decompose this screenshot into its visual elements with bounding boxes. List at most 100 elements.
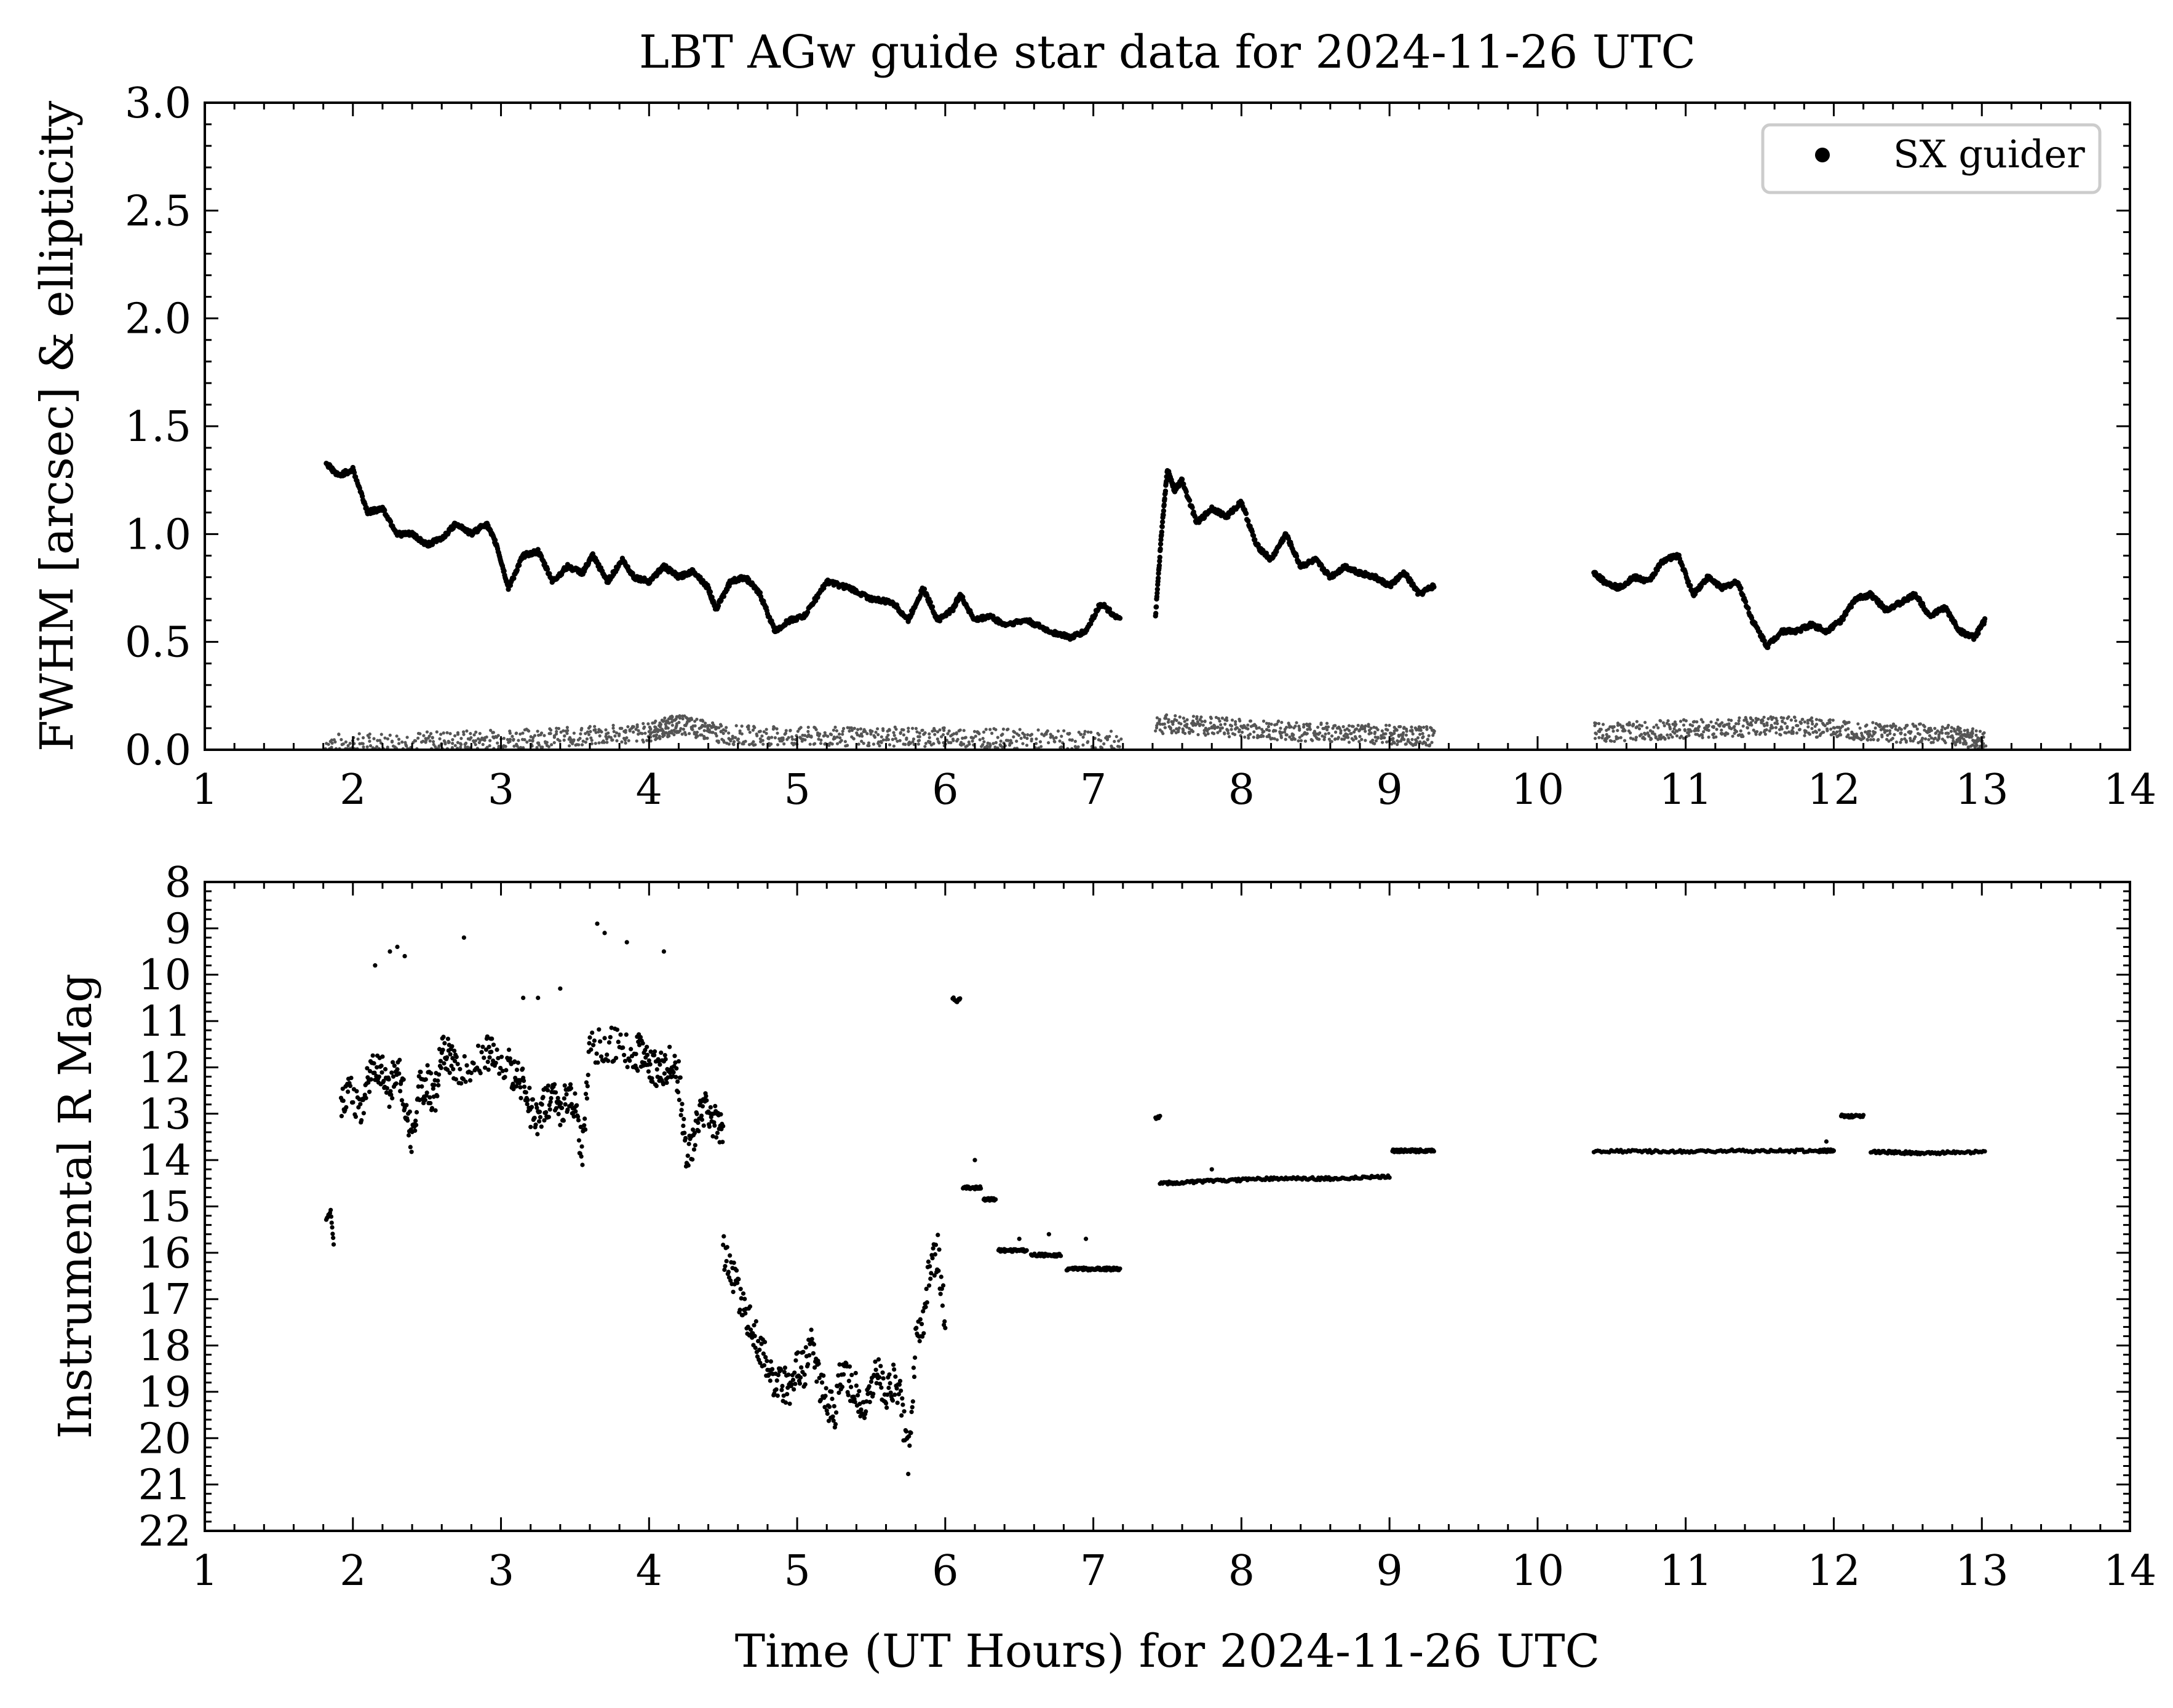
ellipticity-point <box>747 728 750 731</box>
top-x-tick-label: 1 <box>191 766 218 814</box>
ellipticity-point <box>1759 731 1763 734</box>
ellipticity-point <box>1360 737 1364 741</box>
ellipticity-point <box>1426 738 1429 742</box>
ellipticity-point <box>1594 732 1598 736</box>
figure-title: LBT AGw guide star data for 2024-11-26 U… <box>639 26 1696 79</box>
mag-point <box>379 1070 384 1075</box>
mag-point <box>532 1115 537 1121</box>
fwhm-point <box>511 575 517 581</box>
mag-point <box>435 1094 440 1098</box>
ellipticity-point <box>1182 717 1186 720</box>
ellipticity-point <box>1732 725 1736 729</box>
ellipticity-point <box>1621 725 1625 728</box>
ellipticity-point <box>1415 739 1418 743</box>
ellipticity-point <box>721 731 725 735</box>
ellipticity-point <box>1929 729 1933 733</box>
ellipticity-point <box>1077 730 1081 734</box>
ellipticity-point <box>773 736 777 740</box>
fwhm-point <box>544 566 550 572</box>
ellipticity-point <box>814 728 818 731</box>
fwhm-point <box>501 568 507 574</box>
fwhm-point <box>1154 586 1161 592</box>
ellipticity-point <box>1384 740 1389 744</box>
ellipticity-point <box>904 742 907 746</box>
ellipticity-point <box>464 741 468 745</box>
ellipticity-point <box>1737 721 1741 726</box>
ellipticity-point <box>967 742 971 746</box>
ellipticity-point <box>1984 744 1988 748</box>
ellipticity-point <box>1161 732 1165 736</box>
ellipticity-point <box>330 745 333 749</box>
ellipticity-point <box>462 733 466 736</box>
ellipticity-point <box>838 740 842 744</box>
ellipticity-point <box>646 722 650 726</box>
ellipticity-point <box>611 723 615 727</box>
ellipticity-point <box>956 737 959 741</box>
ellipticity-point <box>1798 728 1802 731</box>
ellipticity-point <box>1428 743 1432 747</box>
ellipticity-point <box>1616 729 1619 733</box>
ellipticity-point <box>841 733 844 736</box>
ellipticity-point <box>1712 726 1715 729</box>
mag-point <box>634 1052 638 1057</box>
top-x-tick-label: 14 <box>2103 766 2157 814</box>
mag-point <box>629 1047 634 1052</box>
ellipticity-point <box>1851 733 1856 736</box>
ellipticity-point <box>1697 725 1701 728</box>
ellipticity-point <box>661 729 665 733</box>
ellipticity-point <box>346 744 350 747</box>
ellipticity-point <box>817 737 820 741</box>
mag-point <box>582 1123 587 1128</box>
ellipticity-point <box>1399 725 1402 729</box>
ellipticity-point <box>782 742 786 746</box>
ellipticity-point <box>1696 733 1699 736</box>
ellipticity-point <box>1083 729 1087 733</box>
ellipticity-point <box>1238 719 1242 723</box>
ellipticity-point <box>1390 742 1394 746</box>
ellipticity-point <box>1781 719 1784 723</box>
fwhm-point <box>921 586 928 592</box>
mag-point <box>407 1109 412 1114</box>
ellipticity-point <box>1021 742 1025 745</box>
ellipticity-point <box>717 739 720 743</box>
ellipticity-point <box>1689 729 1693 733</box>
ellipticity-point <box>1262 729 1266 733</box>
ellipticity-point <box>1789 718 1793 722</box>
ellipticity-point <box>1220 717 1224 720</box>
ellipticity-point <box>787 736 790 739</box>
mag-point <box>584 1096 589 1101</box>
ellipticity-point <box>1631 737 1635 741</box>
ellipticity-point <box>765 728 768 731</box>
mag-point <box>555 1095 560 1100</box>
ellipticity-point <box>809 735 813 739</box>
ellipticity-point <box>1213 726 1217 730</box>
ellipticity-point <box>413 739 418 743</box>
mag-point <box>409 1150 414 1154</box>
ellipticity-point <box>1847 720 1851 725</box>
mag-point <box>454 1054 459 1060</box>
ellipticity-point <box>624 731 627 734</box>
ellipticity-point <box>450 745 454 750</box>
ellipticity-point <box>1600 736 1604 740</box>
mag-point <box>606 1040 612 1045</box>
ellipticity-point <box>1854 732 1858 736</box>
mag-point <box>576 1138 582 1143</box>
ellipticity-point <box>736 737 741 741</box>
ellipticity-point <box>1663 724 1666 728</box>
ellipticity-point <box>1374 739 1378 743</box>
fwhm-point <box>1159 519 1166 525</box>
ellipticity-point <box>1941 725 1944 729</box>
ellipticity-point <box>1803 734 1806 737</box>
ellipticity-point <box>459 737 463 741</box>
ellipticity-point <box>691 724 695 728</box>
ellipticity-point <box>1396 740 1400 744</box>
ellipticity-point <box>1763 724 1766 728</box>
mag-point <box>646 1058 651 1063</box>
mag-point <box>539 1124 544 1129</box>
ellipticity-point <box>1419 726 1423 729</box>
ellipticity-point <box>1982 731 1986 735</box>
ellipticity-point <box>1363 727 1367 731</box>
ellipticity-point <box>1749 721 1753 725</box>
ellipticity-point <box>914 726 918 731</box>
